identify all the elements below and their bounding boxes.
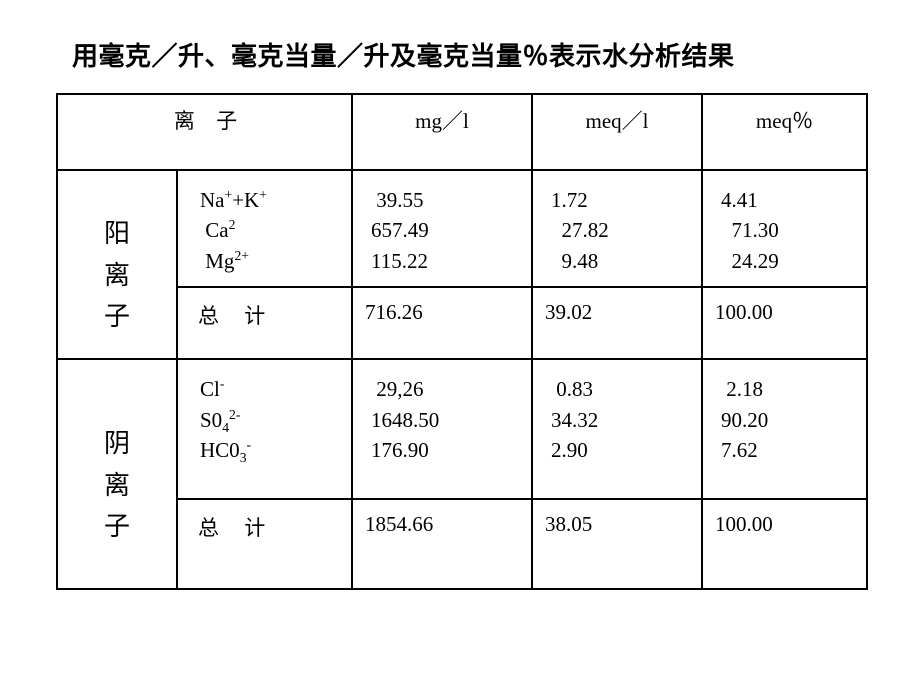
col-header-ion: 离 子 (57, 94, 352, 170)
cation-species: Na++K+ Ca2 Mg2+ (177, 170, 352, 287)
page: 用毫克／升、毫克当量／升及毫克当量％表示水分析结果 离 子 mg／l meq／l… (0, 0, 920, 690)
water-analysis-table: 离 子 mg／l meq／l meq％ 阳 离 子 Na++K+ Ca2 Mg2… (56, 93, 868, 590)
table-row: 总 计 716.26 39.02 100.00 (57, 287, 867, 359)
col-header-mgl: mg／l (352, 94, 532, 170)
anion-meql: 0.8334.322.90 (532, 359, 702, 499)
anion-total-meql: 38.05 (532, 499, 702, 589)
cation-total-label: 总 计 (177, 287, 352, 359)
anion-total-meqpct: 100.00 (702, 499, 867, 589)
cation-total-meqpct: 100.00 (702, 287, 867, 359)
cation-total-meql: 39.02 (532, 287, 702, 359)
anion-group-label: 阴 离 子 (57, 359, 177, 589)
cation-meql: 1.72 27.82 9.48 (532, 170, 702, 287)
table-row: 阳 离 子 Na++K+ Ca2 Mg2+ 39.55657.49115.22 … (57, 170, 867, 287)
cation-group-label: 阳 离 子 (57, 170, 177, 359)
header-row: 离 子 mg／l meq／l meq％ (57, 94, 867, 170)
cation-mgl: 39.55657.49115.22 (352, 170, 532, 287)
col-header-meqpct: meq％ (702, 94, 867, 170)
table-row: 阴 离 子 Cl-S042-HC03- 29,261648.50176.90 0… (57, 359, 867, 499)
cation-total-mgl: 716.26 (352, 287, 532, 359)
anion-mgl: 29,261648.50176.90 (352, 359, 532, 499)
table-row: 总 计 1854.66 38.05 100.00 (57, 499, 867, 589)
cation-meqpct: 4.41 71.30 24.29 (702, 170, 867, 287)
anion-total-mgl: 1854.66 (352, 499, 532, 589)
anion-species: Cl-S042-HC03- (177, 359, 352, 499)
anion-total-label: 总 计 (177, 499, 352, 589)
col-header-meql: meq／l (532, 94, 702, 170)
anion-meqpct: 2.1890.207.62 (702, 359, 867, 499)
page-title: 用毫克／升、毫克当量／升及毫克当量％表示水分析结果 (72, 36, 872, 73)
